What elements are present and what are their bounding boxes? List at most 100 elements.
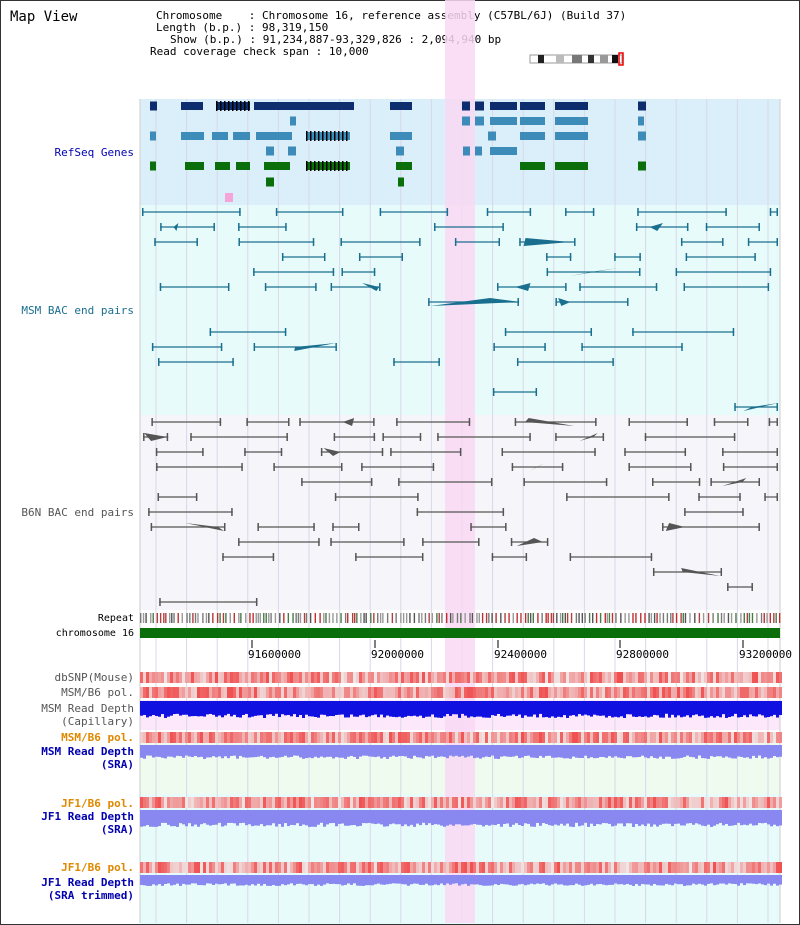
depth-bar — [221, 745, 224, 759]
heat-cell — [281, 732, 284, 743]
depth-bar — [389, 701, 392, 717]
depth-bar — [650, 810, 653, 827]
heat-cell — [581, 687, 584, 698]
depth-bar — [398, 701, 401, 717]
bac-end — [227, 283, 230, 291]
heat-cell — [722, 862, 725, 873]
depth-bar — [650, 745, 653, 757]
heat-cell — [671, 797, 674, 808]
bac-end — [334, 493, 337, 501]
heat-cell — [665, 797, 668, 808]
heat-cell — [728, 687, 731, 698]
depth-bar — [455, 701, 458, 715]
heat-cell — [587, 862, 590, 873]
repeat-mark — [305, 613, 308, 623]
depth-bar — [647, 810, 650, 824]
heat-cell — [290, 862, 293, 873]
chromosome-ideogram[interactable] — [528, 52, 628, 66]
depth-bar — [311, 875, 314, 885]
depth-bar — [731, 810, 734, 826]
heat-cell — [560, 797, 563, 808]
depth-bar — [524, 875, 527, 886]
heat-cell — [494, 797, 497, 808]
heat-cell — [629, 732, 632, 743]
heat-cell — [455, 687, 458, 698]
heat-cell — [278, 797, 281, 808]
depth-bar — [737, 701, 740, 718]
heat-cell — [287, 732, 290, 743]
bac-end — [727, 583, 729, 591]
depth-bar — [539, 875, 542, 884]
bac-end — [313, 523, 315, 531]
bac-end — [498, 238, 501, 246]
msm-bac-track-label[interactable]: MSM BAC end pairs — [21, 304, 134, 317]
depth-bar — [740, 875, 743, 884]
heat-cell — [215, 672, 218, 683]
heat-cell — [308, 687, 311, 698]
depth-bar — [620, 810, 623, 824]
bac-end — [650, 553, 653, 561]
heat-cell — [449, 862, 452, 873]
heat-cell — [188, 732, 191, 743]
depth-bar — [551, 745, 554, 758]
depth-bar — [281, 701, 284, 715]
heat-cell — [167, 862, 170, 873]
heat-cell — [764, 672, 767, 683]
heat-cell — [533, 797, 536, 808]
repeat-mark — [670, 613, 672, 623]
heat-cell — [173, 672, 176, 683]
heat-cell — [683, 672, 686, 683]
depth-bar — [455, 875, 458, 884]
coverage-value: 10,000 — [328, 45, 369, 58]
depth-bar — [206, 875, 209, 884]
b6n-bac-track-label[interactable]: B6N BAC end pairs — [21, 506, 134, 519]
dbsnp-track-label: dbSNP(Mouse) — [54, 671, 134, 684]
heat-cell — [449, 797, 452, 808]
depth-bar — [701, 875, 704, 885]
bac-end — [635, 223, 638, 231]
heat-cell — [359, 672, 362, 683]
heat-cell — [503, 672, 506, 683]
depth-bar — [476, 745, 479, 758]
bac-end — [652, 568, 655, 576]
refseq-track-label[interactable]: RefSeq Genes — [54, 146, 134, 159]
msm-depth-sra-label-2: (SRA) — [100, 758, 134, 771]
bac-end — [148, 508, 150, 516]
heat-cell — [458, 672, 461, 683]
depth-bar — [764, 810, 767, 823]
heat-cell — [494, 687, 497, 698]
heat-cell — [299, 862, 302, 873]
heat-cell — [461, 732, 464, 743]
depth-bar — [215, 810, 218, 825]
depth-bar — [677, 875, 680, 885]
heat-cell — [524, 862, 527, 873]
repeat-mark — [712, 613, 714, 623]
exon-tick — [318, 131, 320, 141]
jf1-depth-sra-label-1: JF1 Read Depth — [41, 810, 134, 823]
depth-bar — [287, 875, 290, 885]
depth-bar — [335, 745, 338, 758]
repeat-mark — [245, 613, 247, 623]
heat-cell — [188, 672, 191, 683]
bac-end — [160, 223, 162, 231]
depth-bar — [410, 745, 413, 759]
repeat-mark — [720, 613, 723, 623]
repeat-mark — [205, 613, 208, 623]
bac-end — [222, 553, 224, 561]
heat-cell — [734, 687, 737, 698]
heat-cell — [302, 732, 305, 743]
repeat-mark — [283, 613, 285, 623]
heat-cell — [563, 672, 566, 683]
depth-bar — [353, 745, 356, 757]
depth-bar — [740, 810, 743, 826]
heat-cell — [443, 732, 446, 743]
heat-cell — [605, 687, 608, 698]
depth-bar — [143, 875, 146, 886]
heat-cell — [653, 732, 656, 743]
gene-block — [215, 162, 230, 170]
depth-bar — [653, 810, 656, 825]
heat-cell — [602, 687, 605, 698]
depth-bar — [212, 875, 215, 885]
heat-cell — [380, 687, 383, 698]
